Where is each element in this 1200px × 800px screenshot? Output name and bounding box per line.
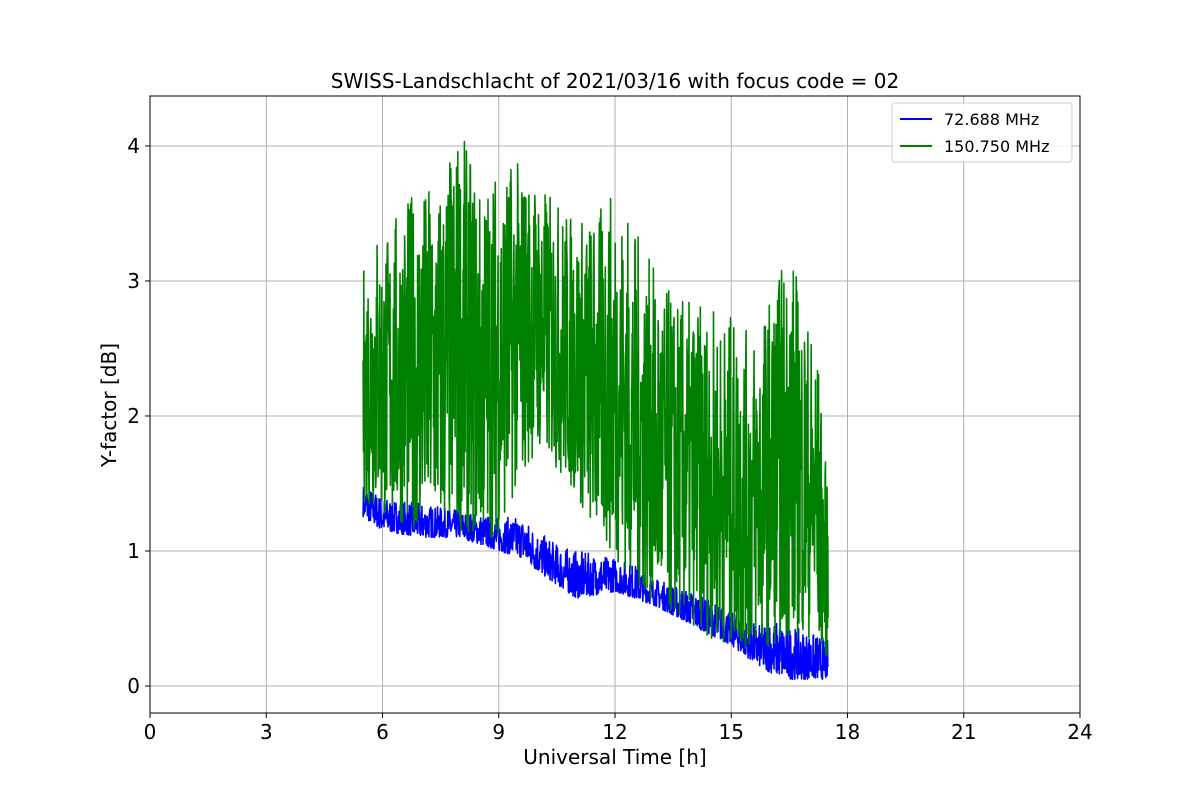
series-layer xyxy=(362,140,829,680)
x-tick-label: 3 xyxy=(260,720,273,744)
x-tick-label: 18 xyxy=(835,720,860,744)
legend-label-0: 72.688 MHz xyxy=(944,110,1039,129)
x-tick-label: 9 xyxy=(492,720,505,744)
series-line-0 xyxy=(362,486,829,680)
series-line-1 xyxy=(362,140,829,657)
y-tick-label: 4 xyxy=(127,134,140,158)
y-tick-label: 3 xyxy=(127,269,140,293)
chart-title: SWISS-Landschlacht of 2021/03/16 with fo… xyxy=(331,69,899,93)
x-tick-label: 21 xyxy=(951,720,976,744)
x-tick-label: 0 xyxy=(144,720,157,744)
x-tick-label: 6 xyxy=(376,720,389,744)
x-tick-label: 12 xyxy=(602,720,627,744)
y-axis-label: Y-factor [dB] xyxy=(97,343,121,468)
x-axis-label: Universal Time [h] xyxy=(523,745,706,769)
x-tick-label: 15 xyxy=(719,720,744,744)
legend-label-1: 150.750 MHz xyxy=(944,137,1049,156)
y-tick-label: 0 xyxy=(127,674,140,698)
legend-box xyxy=(891,102,1073,163)
y-tick-label: 2 xyxy=(127,404,140,428)
x-tick-label: 24 xyxy=(1067,720,1092,744)
y-tick-label: 1 xyxy=(127,539,140,563)
legend: 72.688 MHz 150.750 MHz xyxy=(891,102,1073,163)
